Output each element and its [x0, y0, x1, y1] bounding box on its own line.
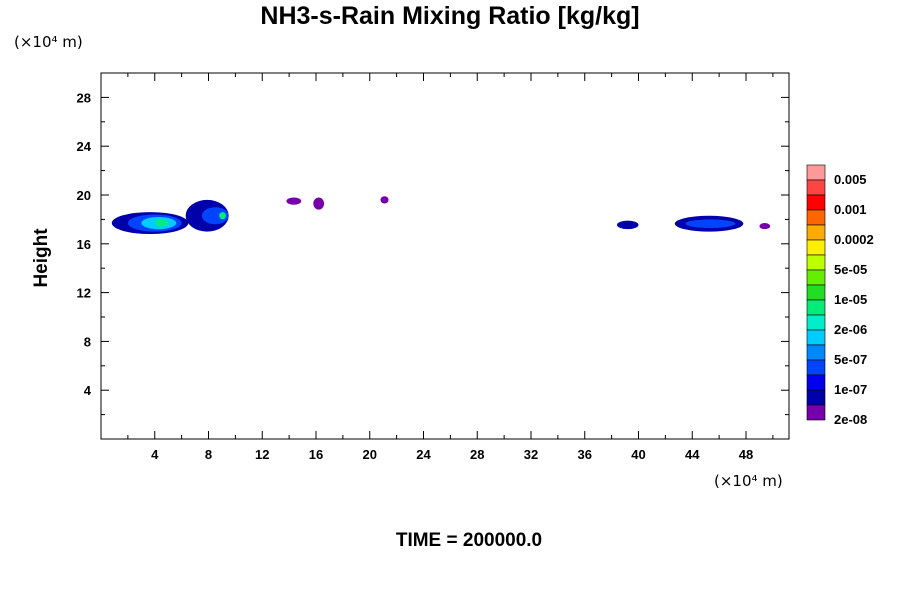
colorbar-cell: [806, 179, 826, 196]
x-tick-label: 32: [524, 447, 538, 462]
x-tick-label: 28: [470, 447, 484, 462]
colorbar-cell: [806, 194, 826, 211]
colorbar-label: 2e-06: [834, 322, 867, 337]
y-unit-label: (×10⁴ m): [14, 33, 83, 51]
data-region-12: [685, 219, 736, 228]
colorbar-cell: [806, 239, 826, 256]
x-tick-label: 48: [739, 447, 753, 462]
colorbar-label: 5e-07: [834, 352, 867, 367]
colorbar-label: 0.001: [834, 202, 867, 217]
data-region-10: [617, 220, 639, 230]
colorbar-cell: [806, 359, 826, 376]
plot-area: [111, 196, 771, 235]
y-tick-label: 8: [84, 334, 91, 349]
data-region-5: [201, 207, 229, 225]
colorbar-label: 0.005: [834, 172, 867, 187]
x-tick-label: 4: [151, 447, 159, 462]
colorbar-cell: [806, 389, 826, 406]
data-region-7: [286, 197, 302, 205]
x-tick-label: 44: [685, 447, 700, 462]
colorbar-cell: [806, 374, 826, 391]
colorbar-cell: [806, 284, 826, 301]
colorbar-label: 2e-08: [834, 412, 867, 427]
y-tick-label: 12: [77, 286, 91, 301]
colorbar-cell: [806, 404, 826, 421]
data-region-3: [154, 219, 169, 227]
x-tick-label: 12: [255, 447, 269, 462]
colorbar-cell: [806, 344, 826, 361]
colorbar-label: 1e-05: [834, 292, 867, 307]
time-label: TIME = 200000.0: [395, 530, 543, 551]
x-tick-label: 40: [631, 447, 645, 462]
y-tick-label: 4: [84, 383, 92, 398]
x-tick-label: 16: [309, 447, 323, 462]
colorbar: 0.005 0.001 0.0002 5e-05 1e-05 2e-06 5e-07 1e-0…: [806, 164, 874, 427]
plot-frame: [100, 72, 790, 440]
x-tick-label: 24: [416, 447, 431, 462]
x-tick-label: 8: [205, 447, 212, 462]
data-region-9: [380, 196, 389, 204]
colorbar-cell: [806, 164, 826, 181]
y-tick-label: 24: [77, 139, 92, 154]
y-tick-label: 20: [77, 188, 91, 203]
colorbar-label: 0.0002: [834, 232, 874, 247]
data-region-8: [313, 197, 325, 210]
colorbar-label: 1e-07: [834, 382, 867, 397]
colorbar-label: 5e-05: [834, 262, 867, 277]
colorbar-cell: [806, 224, 826, 241]
y-tick-label: 28: [77, 90, 91, 105]
data-region-13: [759, 223, 771, 230]
colorbar-cell: [806, 329, 826, 346]
colorbar-cell: [806, 209, 826, 226]
colorbar-cell: [806, 269, 826, 286]
colorbar-cell: [806, 254, 826, 271]
x-tick-label: 20: [363, 447, 377, 462]
chart-title: NH3-s-Rain Mixing Ratio [kg/kg]: [260, 2, 640, 30]
colorbar-cell: [806, 314, 826, 331]
x-tick-label: 36: [578, 447, 592, 462]
y-tick-label: 16: [77, 237, 91, 252]
data-region-6: [219, 212, 226, 220]
colorbar-cell: [806, 299, 826, 316]
x-unit-label: (×10⁴ m): [714, 472, 783, 490]
